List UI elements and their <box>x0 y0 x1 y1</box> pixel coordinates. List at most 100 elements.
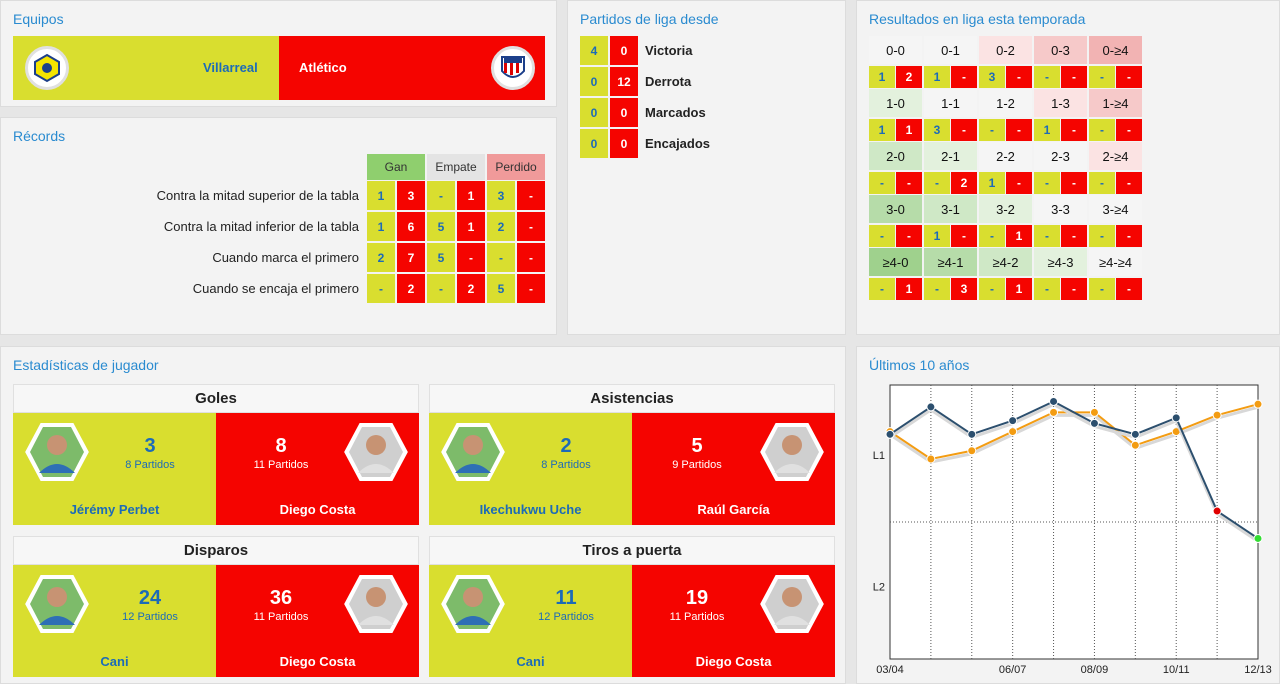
result-score-cell: ≥4-0 <box>869 248 922 276</box>
home-player-card[interactable]: 11 12 Partidos Cani <box>429 565 632 677</box>
chart-point <box>1130 440 1140 450</box>
home-team-name[interactable]: Villarreal <box>203 60 258 75</box>
desde-count-b: 0 <box>610 36 638 65</box>
result-loss-count: - <box>1006 172 1032 194</box>
result-loss-count: 1 <box>896 278 922 300</box>
result-loss-count: - <box>951 225 977 247</box>
chart-x-tick-label: 10/11 <box>1163 664 1190 676</box>
result-loss-count: - <box>951 119 977 141</box>
player-name[interactable]: Raúl García <box>697 502 770 517</box>
result-loss-count: - <box>1061 172 1087 194</box>
result-win-count: - <box>869 278 895 300</box>
desde-count-a: 4 <box>580 36 608 65</box>
stat-matches: 11 Partidos <box>253 611 309 623</box>
records-value-cell: 5 <box>427 243 455 272</box>
result-loss-count: 3 <box>951 278 977 300</box>
records-value-cell: 1 <box>457 212 485 241</box>
result-score-cell: 1-≥4 <box>1089 89 1142 117</box>
player-name[interactable]: Diego Costa <box>695 654 772 669</box>
chart-y-tick-label: L2 <box>873 582 885 594</box>
player-name[interactable]: Diego Costa <box>279 502 356 517</box>
player-name[interactable]: Diego Costa <box>279 654 356 669</box>
away-player-card[interactable]: 8 11 Partidos Diego Costa <box>216 413 419 525</box>
result-score-cell: 1-1 <box>924 89 977 117</box>
result-loss-count: - <box>1116 172 1142 194</box>
result-win-count: - <box>1034 66 1060 88</box>
result-win-count: - <box>1034 278 1060 300</box>
player-photo <box>757 573 827 635</box>
records-value-cell: 2 <box>367 243 395 272</box>
chart-point <box>926 402 936 412</box>
home-team-bar[interactable]: Villarreal <box>13 36 279 100</box>
result-score-cell: 3-2 <box>979 195 1032 223</box>
stat-matches: 8 Partidos <box>125 459 175 471</box>
result-loss-count: - <box>896 172 922 194</box>
result-score-cell: ≥4-3 <box>1034 248 1087 276</box>
records-row-label: Contra la mitad superior de la tabla <box>156 188 359 203</box>
stat-value: 3 <box>144 435 156 457</box>
home-player-card[interactable]: 2 8 Partidos Ikechukwu Uche <box>429 413 632 525</box>
result-win-count: 3 <box>924 119 950 141</box>
equipos-title: Equipos <box>13 11 64 27</box>
chart-point <box>1253 399 1263 409</box>
result-win-count: 1 <box>1034 119 1060 141</box>
result-win-count: - <box>924 172 950 194</box>
result-loss-count: - <box>951 66 977 88</box>
away-player-card[interactable]: 36 11 Partidos Diego Costa <box>216 565 419 677</box>
stat-matches: 8 Partidos <box>541 459 591 471</box>
stat-matches: 9 Partidos <box>672 459 722 471</box>
away-team-bar[interactable]: Atlético <box>279 36 545 100</box>
chart-series-shadow <box>889 402 1259 543</box>
stat-value: 5 <box>691 435 703 457</box>
records-value-cell: - <box>367 274 395 303</box>
result-win-count: - <box>1034 225 1060 247</box>
player-name[interactable]: Ikechukwu Uche <box>479 502 582 517</box>
away-team-name[interactable]: Atlético <box>299 60 347 75</box>
chart-x-tick-label: 12/13 <box>1244 664 1272 676</box>
chart-point <box>1089 418 1099 428</box>
player-name[interactable]: Cani <box>516 654 545 669</box>
player-name[interactable]: Jérémy Perbet <box>69 502 160 517</box>
away-player-card[interactable]: 19 11 Partidos Diego Costa <box>632 565 835 677</box>
desde-row-label: Encajados <box>645 136 711 151</box>
stat-box-title: Disparos <box>13 536 419 565</box>
away-player-card[interactable]: 5 9 Partidos Raúl García <box>632 413 835 525</box>
result-loss-count: - <box>1061 119 1087 141</box>
chart-y-tick-label: L1 <box>873 450 885 462</box>
result-score-cell: 3-3 <box>1034 195 1087 223</box>
stat-box-title: Asistencias <box>429 384 835 413</box>
player-photo <box>22 421 92 483</box>
records-title: Récords <box>13 128 66 144</box>
chart-x-tick-label: 03/04 <box>876 664 904 676</box>
result-score-cell: 0-2 <box>979 36 1032 64</box>
player-photo <box>341 421 411 483</box>
stat-matches: 12 Partidos <box>538 611 594 623</box>
result-loss-count: - <box>1006 66 1032 88</box>
result-win-count: 1 <box>924 225 950 247</box>
records-value-cell: 1 <box>367 212 395 241</box>
result-loss-count: - <box>1061 278 1087 300</box>
player-stat-box: Goles 3 8 Partidos Jérémy Perbet 8 11 Partido… <box>13 384 419 525</box>
home-player-card[interactable]: 3 8 Partidos Jérémy Perbet <box>13 413 216 525</box>
villarreal-crest-icon <box>25 46 69 90</box>
result-score-cell: ≥4-≥4 <box>1089 248 1142 276</box>
records-value-cell: 2 <box>487 212 515 241</box>
desde-count-b: 0 <box>610 129 638 158</box>
result-score-cell: 0-1 <box>924 36 977 64</box>
result-score-cell: 0-0 <box>869 36 922 64</box>
records-value-cell: 6 <box>397 212 425 241</box>
player-photo <box>438 573 508 635</box>
result-score-cell: 2-0 <box>869 142 922 170</box>
result-score-cell: 1-2 <box>979 89 1032 117</box>
result-win-count: - <box>1089 225 1115 247</box>
records-value-cell: 2 <box>457 274 485 303</box>
resultados-panel: Resultados en liga esta temporada 0-0 1 2 0… <box>856 0 1280 335</box>
player-name[interactable]: Cani <box>100 654 129 669</box>
result-score-cell: 3-1 <box>924 195 977 223</box>
result-score-cell: 0-3 <box>1034 36 1087 64</box>
chart-point <box>1253 533 1263 543</box>
result-win-count: - <box>1089 172 1115 194</box>
player-photo <box>757 421 827 483</box>
records-value-cell: - <box>517 181 545 210</box>
home-player-card[interactable]: 24 12 Partidos Cani <box>13 565 216 677</box>
